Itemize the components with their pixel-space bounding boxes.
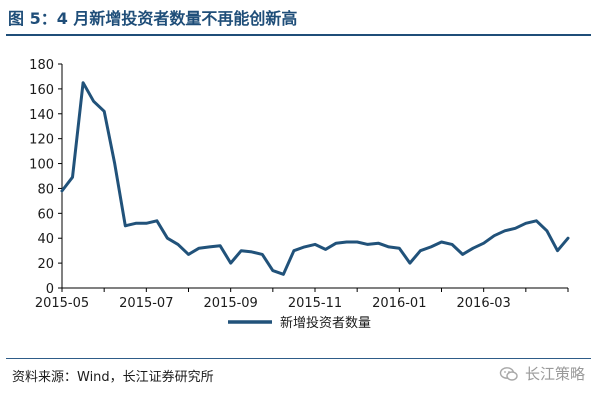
x-tick-label: 2015-11	[288, 296, 342, 311]
line-chart: 0 20 40 60 80 100 120 140 160 180 2015-05 2015-07 20…	[29, 58, 570, 331]
x-tick-label: 2015-09	[204, 296, 258, 311]
y-tick-label: 120	[29, 133, 54, 148]
y-tick-label: 20	[37, 257, 54, 272]
brand-watermark: 长江策略	[499, 363, 585, 384]
source-note: 资料来源：Wind，长江证券研究所	[12, 370, 214, 385]
y-tick-label: 100	[29, 158, 54, 173]
y-tick-label: 0	[46, 282, 54, 297]
series-line-new-investors	[60, 81, 570, 276]
x-tick-label: 2015-05	[35, 296, 89, 311]
x-tick-label: 2016-01	[372, 296, 426, 311]
chart-area: 0 20 40 60 80 100 120 140 160 180 2015-05 2015-07 20…	[0, 40, 597, 340]
y-tick-label: 180	[29, 58, 54, 73]
y-tick-label: 160	[29, 83, 54, 98]
brand-name: 长江策略	[524, 365, 585, 383]
y-tick-label: 40	[37, 232, 54, 247]
legend-label: 新增投资者数量	[280, 315, 371, 331]
x-tick-label: 2015-07	[119, 296, 173, 311]
title-divider	[6, 34, 591, 36]
y-tick-label: 60	[37, 207, 54, 222]
figure-title: 图 5：4 月新增投资者数量不再能创新高	[8, 6, 589, 32]
y-tick-label: 140	[29, 108, 54, 123]
footer-divider	[6, 358, 591, 359]
figure-title-text: 图 5：4 月新增投资者数量不再能创新高	[8, 9, 298, 28]
y-tick-label: 80	[37, 182, 54, 197]
x-tick-label: 2016-03	[457, 296, 511, 311]
wechat-icon	[499, 366, 518, 381]
